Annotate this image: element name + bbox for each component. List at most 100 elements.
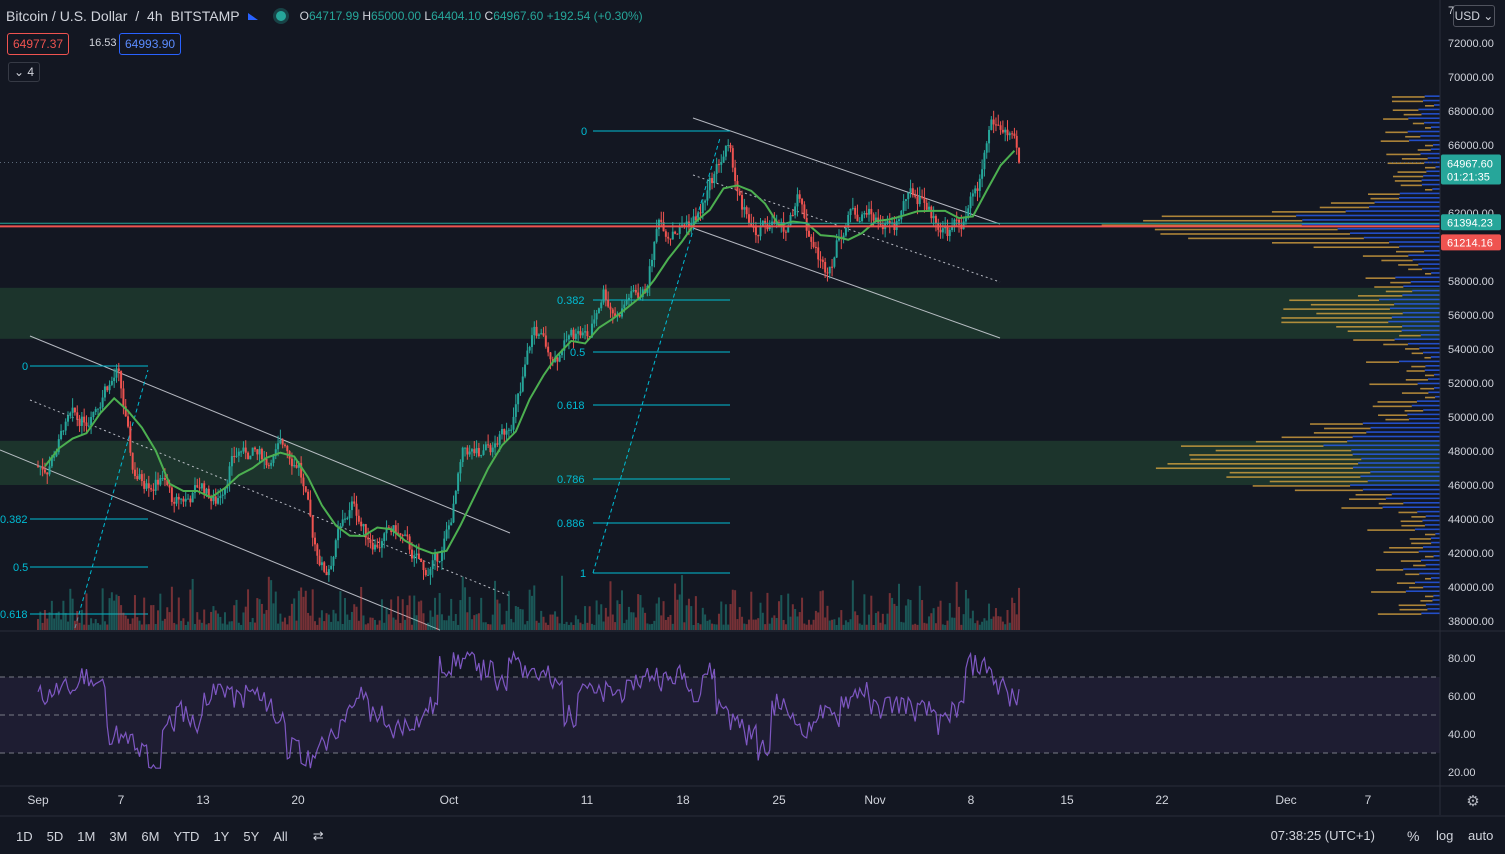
range-5d[interactable]: 5D — [46, 828, 64, 844]
candle-body — [1013, 133, 1016, 136]
vp-bar-up — [1367, 479, 1440, 482]
vp-bar-down — [1336, 326, 1403, 328]
vp-bar-down — [1404, 409, 1424, 412]
volume-bar — [424, 624, 427, 630]
volume-bar — [406, 605, 409, 630]
volume-bar — [237, 622, 240, 630]
vp-bar-up — [1426, 170, 1440, 173]
candle-body — [247, 452, 250, 460]
price-chart[interactable]: 00.3820.50.61800.3820.50.6180.7860.8861 … — [0, 0, 1505, 820]
candle-body — [475, 448, 478, 454]
date-range-icon[interactable]: ⇄ — [312, 828, 324, 843]
symbol-title[interactable]: Bitcoin / U.S. Dollar — [6, 8, 128, 24]
range-1y[interactable]: 1Y — [213, 828, 230, 844]
candle-body — [387, 527, 390, 529]
volume-bar — [634, 617, 637, 630]
volume-bar — [784, 624, 787, 630]
range-5y[interactable]: 5Y — [243, 828, 260, 844]
candle-body — [434, 553, 437, 561]
clock[interactable]: 07:38:25 (UTC+1) — [1270, 828, 1375, 843]
price-tick: 38000.00 — [1448, 616, 1494, 628]
volume-bar — [184, 624, 187, 630]
candle-body — [207, 488, 210, 498]
currency-select[interactable]: USD ⌄ — [1453, 5, 1495, 27]
volume-bar — [279, 613, 282, 630]
candle-body — [934, 216, 937, 224]
flag-icon[interactable] — [247, 12, 258, 20]
range-1d[interactable]: 1D — [16, 828, 33, 844]
volume-bar — [572, 624, 575, 630]
candle-body — [828, 266, 831, 274]
volume-bar — [383, 622, 386, 630]
volume-bar — [551, 614, 554, 630]
candle-body — [602, 289, 605, 303]
volume-bar — [524, 624, 527, 630]
candle-body — [826, 272, 829, 274]
percent-toggle[interactable]: % — [1407, 828, 1420, 844]
range-3m[interactable]: 3M — [109, 828, 128, 844]
volume-bar — [431, 616, 434, 630]
vp-bar-up — [1394, 338, 1440, 341]
volume-bar — [694, 596, 697, 630]
interval-label[interactable]: 4h — [147, 8, 163, 24]
candle-body — [618, 315, 621, 317]
volume-bar — [925, 623, 928, 630]
volume-bar — [1011, 597, 1014, 630]
candle-body — [1006, 129, 1009, 136]
volume-bar — [717, 613, 720, 630]
candle-body — [427, 574, 430, 576]
auto-toggle[interactable]: auto — [1468, 828, 1494, 843]
candle-body — [807, 230, 810, 237]
volume-bar — [611, 614, 614, 630]
vp-bar-down — [1367, 529, 1415, 531]
volume-bar — [108, 598, 111, 630]
volume-bar — [824, 617, 827, 630]
vp-bar-up — [1353, 466, 1440, 469]
volume-bar — [498, 603, 501, 630]
candle-body — [1015, 135, 1018, 148]
candle-body — [941, 228, 944, 233]
vp-bar-down — [1357, 295, 1403, 297]
candle-body — [159, 478, 162, 485]
volume-bar — [50, 600, 53, 630]
candle-body — [503, 429, 506, 435]
range-1m[interactable]: 1M — [77, 828, 96, 844]
volume-bar — [180, 620, 183, 630]
vp-bar-down — [1378, 414, 1408, 416]
candle-body — [720, 162, 723, 165]
candle-body — [812, 241, 815, 247]
fib-left-label: 0.382 — [0, 514, 28, 526]
candle-body — [494, 443, 497, 448]
support-zone-1 — [0, 440, 1440, 485]
volume-bar — [584, 606, 587, 630]
buy-button[interactable]: 64993.90 — [119, 33, 182, 55]
candle-body — [67, 415, 70, 422]
volume-bar — [177, 597, 180, 630]
volume-bar — [678, 594, 681, 630]
volume-bar — [671, 623, 674, 630]
range-ytd[interactable]: YTD — [173, 828, 200, 844]
last-price-label: 64967.60 — [1447, 159, 1493, 171]
volume-bar — [921, 600, 924, 630]
vp-bar-down — [1386, 153, 1421, 156]
vp-bar-down — [1341, 507, 1383, 509]
volume-bar — [939, 600, 942, 630]
vp-bar-up — [1389, 307, 1440, 310]
sell-button[interactable]: 64977.37 — [7, 33, 70, 55]
candle-body — [445, 529, 448, 539]
volume-bar — [92, 623, 95, 630]
volume-bar — [147, 624, 150, 630]
vp-bar-down — [1369, 383, 1418, 386]
range-6m[interactable]: 6M — [141, 828, 160, 844]
log-toggle[interactable]: log — [1436, 828, 1454, 843]
vp-bar-down — [1215, 449, 1352, 452]
price-tick: 70000.00 — [1448, 72, 1494, 84]
indicators-toggle-button[interactable]: ⌄ 4 — [8, 62, 40, 82]
vp-bar-down — [1252, 485, 1351, 487]
vp-bar-up — [1425, 364, 1440, 367]
range-all[interactable]: All — [273, 828, 288, 844]
volume-bar — [570, 622, 573, 630]
fib-right-label: 0 — [581, 126, 587, 138]
time-tick: 7 — [1365, 793, 1372, 807]
vp-bar-up — [1431, 577, 1440, 579]
